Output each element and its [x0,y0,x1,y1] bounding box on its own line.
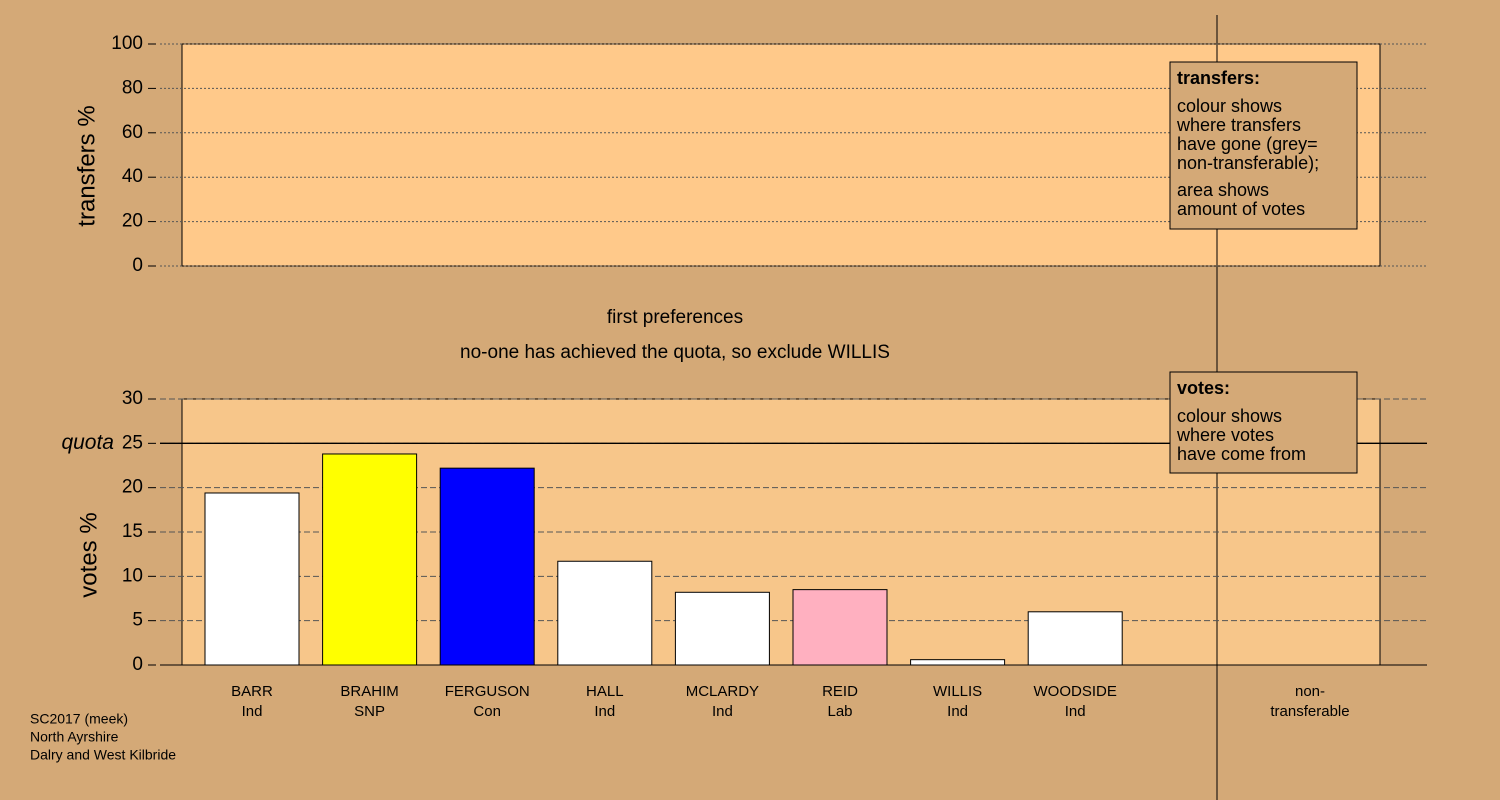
party-label: SNP [354,703,385,720]
category-label: MCLARDY [686,683,759,700]
footer-line: Dalry and West Kilbride [30,747,176,763]
party-label: Lab [827,703,852,720]
y-tick-label: 80 [122,77,143,98]
category-label: BARR [231,683,273,700]
y-tick-label: 60 [122,122,143,143]
y-axis-label: votes % [75,512,102,597]
legend-text: where transfers [1176,115,1301,135]
legend-text: where votes [1176,425,1274,445]
category-label: HALL [586,683,624,700]
bar [439,467,535,666]
category-label: transferable [1270,703,1349,720]
legend-text: have gone (grey= [1177,134,1318,154]
category-label: BRAHIM [340,683,398,700]
party-label: Ind [594,703,615,720]
legend-box [1169,61,1358,230]
votes-legend: votes: colour shows where votes have com… [1169,371,1358,474]
bar [322,453,418,666]
party-label: Ind [242,703,263,720]
party-label: Con [473,703,501,720]
legend-text: have come from [1177,444,1306,464]
legend-text: non-transferable); [1177,153,1319,173]
y-tick-label: 10 [122,565,143,586]
legend-text: colour shows [1177,406,1282,426]
footer-line: North Ayrshire [30,729,119,745]
category-label: WOODSIDE [1034,683,1117,700]
party-label: Ind [1065,703,1086,720]
legend-title: votes: [1177,378,1230,398]
y-tick-label: 0 [132,654,143,675]
bar [204,492,300,666]
legend-box [1169,371,1358,474]
bar [792,589,888,666]
party-label: Ind [712,703,733,720]
chart-subtitle: no-one has achieved the quota, so exclud… [460,342,890,363]
legend-title: transfers: [1177,68,1260,88]
y-tick-label: 25 [122,432,143,453]
bar [557,560,653,666]
y-tick-label: 0 [132,255,143,276]
party-label: Ind [947,703,968,720]
transfers-legend: transfers: colour shows where transfers … [1169,61,1358,230]
y-axis-label: transfers % [73,105,100,226]
y-tick-label: 15 [122,521,143,542]
category-label: REID [822,683,858,700]
footer-line: SC2017 (meek) [30,711,128,727]
y-tick-label: 20 [122,211,143,232]
y-tick-label: 40 [122,166,143,187]
category-label: FERGUSON [445,683,530,700]
bar [1027,611,1123,666]
legend-text: area shows [1177,180,1269,200]
bar [910,659,1006,666]
footer: SC2017 (meek) North Ayrshire Dalry and W… [30,711,176,763]
y-tick-label: 30 [122,388,143,409]
chart-title: first preferences [607,307,743,328]
legend-text: colour shows [1177,96,1282,116]
category-label: WILLIS [933,683,982,700]
quota-label: quota [61,431,114,454]
legend-text: amount of votes [1177,199,1305,219]
y-tick-label: 5 [132,610,143,631]
y-tick-label: 20 [122,477,143,498]
bars [204,453,1123,666]
y-tick-label: 100 [111,33,143,54]
bar [674,591,770,666]
category-label: non- [1295,683,1325,700]
